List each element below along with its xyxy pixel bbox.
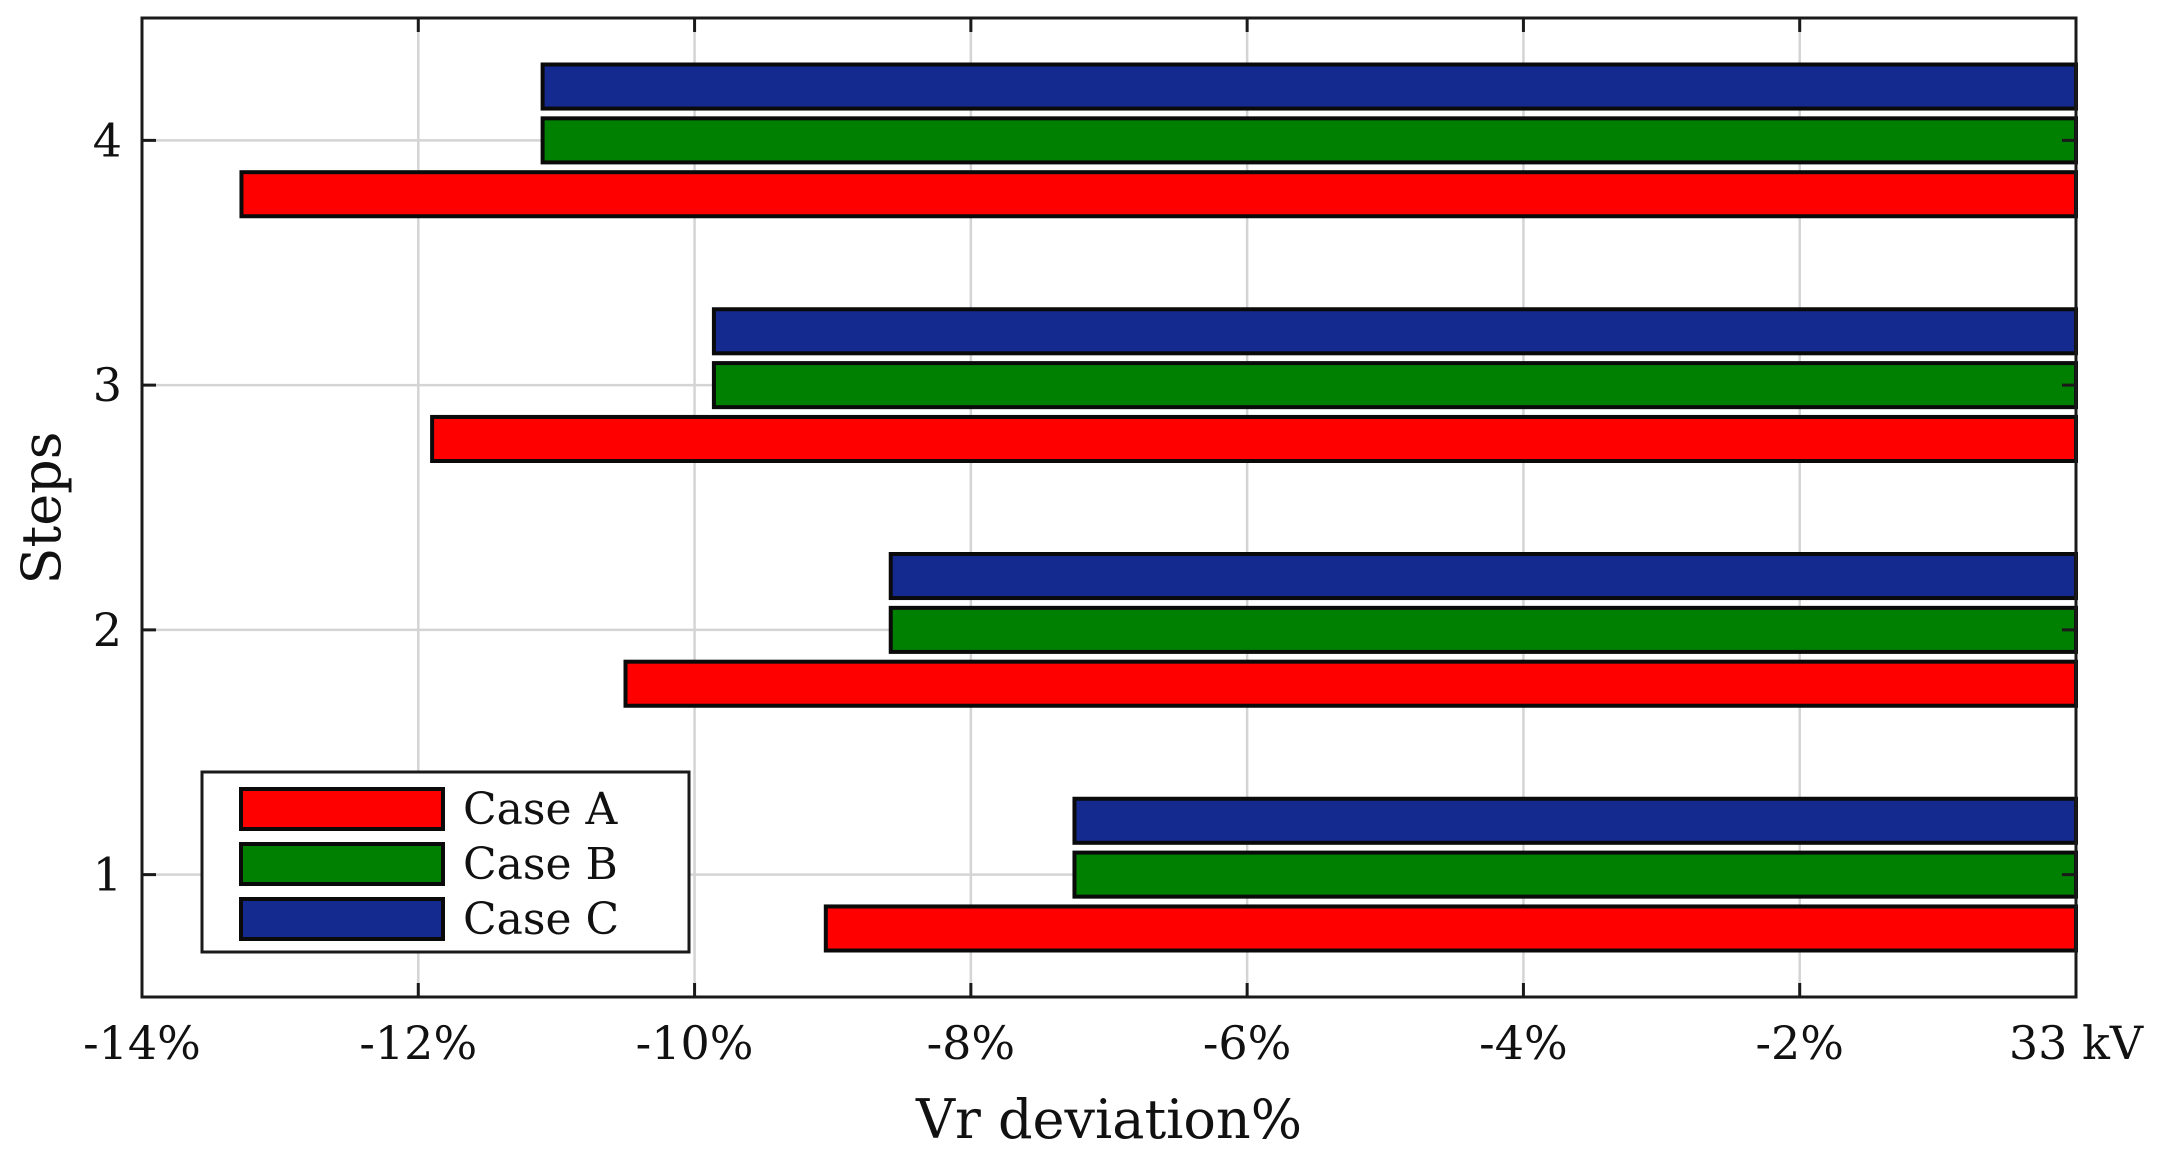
y-axis-title: Steps xyxy=(10,432,73,585)
x-tick-label: -12% xyxy=(359,1016,477,1070)
y-tick-label: 2 xyxy=(93,603,122,657)
bars xyxy=(239,62,2079,953)
bar-case-b-step-2 xyxy=(888,605,2079,654)
bar-case-b-step-3 xyxy=(711,361,2079,410)
bar-case-b-step-1 xyxy=(1072,850,2078,899)
bar-case-b-step-4 xyxy=(540,116,2078,165)
x-tick-label: -4% xyxy=(1479,1016,1568,1070)
y-tick-label: 4 xyxy=(93,113,122,167)
x-tick-label: 33 kV xyxy=(2009,1016,2144,1070)
y-tick-label: 3 xyxy=(93,358,122,412)
legend-label-case-b: Case B xyxy=(463,839,618,890)
legend-swatch-case-b xyxy=(239,842,445,886)
x-axis-title: Vr deviation% xyxy=(915,1088,1302,1151)
legend-swatch-case-c xyxy=(239,897,445,941)
x-tick-label: -10% xyxy=(636,1016,754,1070)
y-axis-ticks: 1 2 3 4 xyxy=(93,113,2076,902)
x-tick-label: -14% xyxy=(83,1016,201,1070)
bar-case-c-step-3 xyxy=(711,307,2079,356)
legend-label-case-a: Case A xyxy=(463,784,619,835)
bar-case-c-step-4 xyxy=(540,62,2078,111)
y-tick-label: 1 xyxy=(93,848,122,902)
x-tick-label: -8% xyxy=(927,1016,1016,1070)
legend-label-case-c: Case C xyxy=(463,894,619,945)
x-axis-ticks: -14% -12% -10% -8% -6% -4% -2% 33 kV xyxy=(83,18,2144,1070)
bar-case-a-step-2 xyxy=(623,659,2078,708)
legend-swatch-case-a xyxy=(239,787,445,831)
x-tick-label: -2% xyxy=(1755,1016,1844,1070)
bar-case-a-step-1 xyxy=(823,904,2078,953)
bar-case-c-step-2 xyxy=(888,552,2079,601)
x-tick-label: -6% xyxy=(1203,1016,1292,1070)
bar-case-a-step-3 xyxy=(430,414,2079,463)
plot-frame xyxy=(140,16,2078,999)
bar-case-c-step-1 xyxy=(1072,796,2078,845)
bar-case-a-step-4 xyxy=(239,170,2078,219)
